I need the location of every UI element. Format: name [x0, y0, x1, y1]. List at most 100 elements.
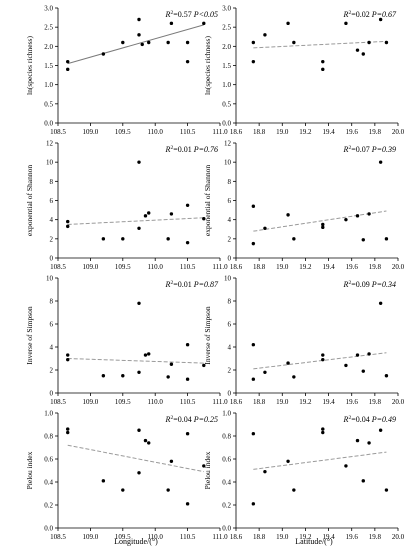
data-point [344, 363, 348, 368]
y-tick-label: 1.0 [44, 410, 53, 418]
y-tick-label: 0 [228, 390, 232, 398]
y-tick-label: 0.8 [222, 433, 231, 441]
y-tick-label: 4 [228, 216, 232, 224]
data-point [321, 222, 325, 227]
y-tick-label: 1.0 [222, 81, 231, 89]
data-point [185, 343, 190, 347]
x-tick-label: 19.2 [299, 398, 312, 406]
y-tick-label: 6 [50, 321, 54, 329]
x-tick-label: 19.4 [322, 398, 335, 406]
data-point [169, 362, 174, 366]
data-point [251, 432, 256, 436]
x-tick-label: 108.5 [50, 398, 66, 406]
y-tick-label: 0.4 [222, 479, 231, 487]
data-point [66, 67, 70, 72]
x-tick-label: 109.5 [115, 263, 131, 271]
y-tick-label: 2.0 [44, 43, 53, 51]
data-point [202, 217, 206, 221]
data-point [147, 352, 151, 356]
x-tick-label: 19.8 [369, 533, 382, 541]
y-tick-label: 2 [228, 367, 232, 375]
y-tick-label: 0.6 [44, 456, 53, 464]
data-point [321, 353, 325, 357]
data-point [121, 488, 125, 492]
trend-line [253, 40, 387, 49]
trend-line [253, 352, 387, 370]
data-point [344, 464, 348, 468]
data-point [251, 204, 256, 208]
data-point [321, 430, 325, 435]
data-point [292, 40, 296, 45]
data-point [361, 238, 365, 242]
data-point [355, 438, 360, 443]
y-tick-label: 0.5 [44, 100, 53, 108]
x-tick-label: 19.2 [299, 128, 312, 136]
y-tick-label: 6 [228, 197, 232, 205]
stats-annotation: R2=0.07 P=0.39 [343, 145, 396, 154]
x-tick-label: 19.0 [276, 263, 289, 271]
data-point [147, 40, 151, 45]
x-tick-label: 19.0 [276, 398, 289, 406]
x-tick-label: 18.6 [230, 533, 243, 541]
data-point [263, 226, 267, 230]
y-tick-label: 3.0 [44, 5, 53, 13]
y-tick-label: 0.8 [44, 433, 53, 441]
data-point [137, 17, 141, 22]
data-point [202, 464, 206, 468]
y-axis-title: ln(species richness) [25, 36, 34, 95]
chart-panel-7: 0.0 0.2 0.4 0.6 0.8 1.0 108.5 109.0 109.5 110.0 11… [25, 410, 228, 542]
data-point [384, 374, 389, 378]
stats-annotation: R2=0.57 P<0.05 [165, 10, 218, 19]
trend-line [67, 24, 204, 65]
data-point [378, 160, 383, 164]
data-point [384, 40, 389, 45]
y-tick-label: 2.5 [222, 24, 231, 32]
y-tick-label: 10 [46, 159, 54, 167]
x-tick-label: 18.8 [253, 533, 266, 541]
data-point [251, 377, 256, 381]
x-tick-label: 18.6 [230, 398, 243, 406]
x-tick-label: 111.0 [212, 398, 228, 406]
data-point [355, 48, 360, 52]
x-tick-label: 19.4 [322, 533, 335, 541]
x-tick-label: 109.0 [83, 533, 99, 541]
y-axis-title: exponential of Shannon [203, 165, 212, 236]
data-point [121, 40, 125, 45]
data-point [384, 237, 389, 241]
x-tick-label: 111.0 [212, 533, 228, 541]
y-tick-label: 0.2 [222, 502, 231, 510]
x-tick-label: 110.5 [180, 128, 196, 136]
data-point [384, 488, 389, 492]
data-point [263, 370, 267, 374]
data-point [66, 430, 70, 435]
x-tick-label: 19.4 [322, 128, 335, 136]
data-point [251, 502, 256, 506]
y-tick-label: 0.0 [44, 120, 53, 128]
data-point [66, 59, 70, 64]
data-point [263, 469, 267, 474]
y-tick-label: 0.0 [44, 525, 53, 533]
x-tick-label: 109.0 [83, 263, 99, 271]
y-tick-label: 1.5 [44, 62, 53, 70]
data-point [143, 353, 148, 357]
chart-panel-5: 0 2 4 6 8 10 108.5 109.0 109.5 110.0 110.5 111.0 Inv… [25, 275, 228, 407]
x-tick-label: 19.0 [276, 533, 289, 541]
x-tick-label: 109.5 [115, 533, 131, 541]
y-tick-label: 12 [46, 140, 54, 148]
x-tick-label: 108.5 [50, 128, 66, 136]
stats-annotation: R2=0.01 P=0.76 [165, 145, 218, 154]
x-tick-label: 19.8 [369, 398, 382, 406]
y-axis-title: Pielou index [25, 451, 34, 489]
x-tick-label: 20.0 [392, 533, 405, 541]
y-tick-label: 1.5 [222, 62, 231, 70]
x-tick-label: 19.6 [346, 398, 359, 406]
y-tick-label: 0.6 [222, 456, 231, 464]
x-tick-label: 108.5 [50, 263, 66, 271]
y-tick-label: 0 [50, 255, 54, 263]
trend-line [67, 358, 204, 364]
data-point [292, 375, 296, 379]
y-tick-label: 1.0 [222, 410, 231, 418]
y-tick-label: 12 [224, 140, 232, 148]
x-tick-label: 110.5 [180, 533, 196, 541]
